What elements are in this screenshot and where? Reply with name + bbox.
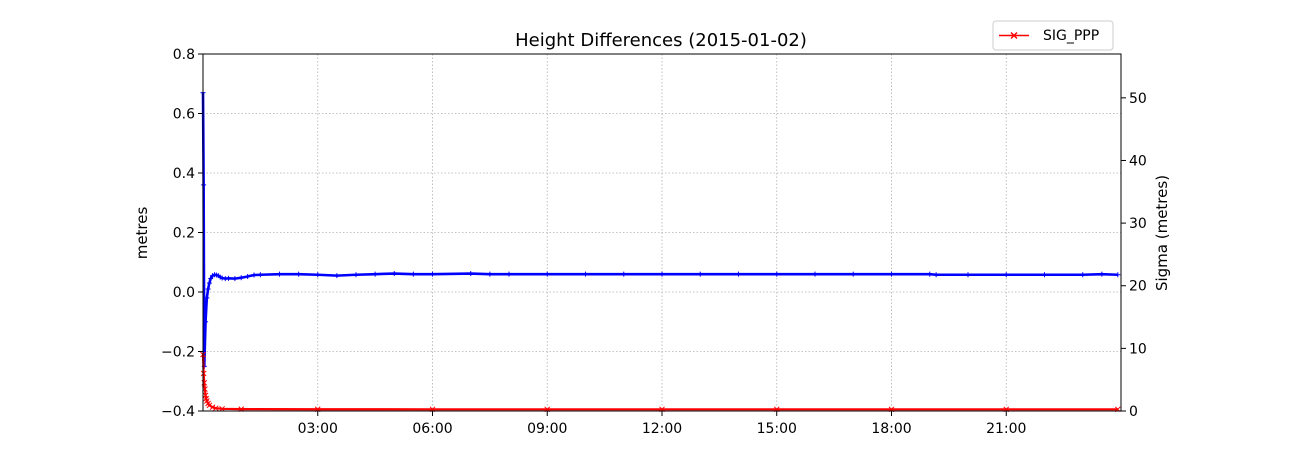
data-point-series-1: [927, 271, 933, 277]
data-point-series-1: [544, 271, 550, 277]
legend-marker-sig-ppp: [1010, 32, 1018, 39]
data-point-series-1: [251, 272, 257, 278]
data-point-series-1: [697, 271, 703, 277]
data-point-sig-ppp: [219, 405, 225, 412]
data-point-series-1: [659, 271, 665, 277]
data-point-series-1: [232, 276, 238, 282]
x-tick-label: 12:00: [642, 421, 682, 437]
series-line-sig-ppp: [201, 354, 1118, 411]
legend: SIG_PPP: [992, 20, 1114, 51]
y-tick-label: 0.4: [173, 166, 195, 182]
data-point-series-1: [219, 275, 225, 281]
x-tick-label: 06:00: [412, 421, 452, 437]
ticks-layer: 03:00 06:00 09:00 12:00 15:00 18:00 21:00 −0.4 −…: [161, 47, 1147, 437]
legend-label-sig-ppp: SIG_PPP: [1043, 28, 1099, 44]
data-point-series-1: [1115, 272, 1121, 278]
data-point-series-1: [812, 271, 818, 277]
y-tick-label: −0.2: [161, 345, 195, 361]
data-point-series-1: [226, 275, 231, 281]
data-point-series-1: [506, 271, 512, 277]
x-tick-label: 03:00: [298, 421, 338, 437]
data-point-series-1: [334, 273, 340, 279]
data-point-series-1: [391, 271, 397, 277]
data-point-series-1: [1099, 271, 1105, 277]
y-tick-label: 0.8: [173, 47, 195, 63]
data-point-series-1: [774, 271, 780, 277]
data-point-series-1: [736, 271, 741, 277]
y-tick-label: 0.0: [173, 285, 195, 301]
grid-layer: [203, 53, 1121, 412]
data-point-series-1: [1080, 272, 1086, 278]
data-point-series-1: [296, 271, 302, 277]
data-point-series-1: [850, 271, 856, 277]
data-point-series-1: [201, 182, 207, 188]
y-tick-label: −0.4: [161, 404, 195, 420]
data-point-series-1: [965, 272, 971, 278]
data-point-series-1: [277, 271, 282, 277]
y2-tick-label: 20: [1129, 279, 1147, 295]
x-tick-label: 15:00: [757, 421, 797, 437]
data-point-series-1: [205, 286, 211, 292]
series-layer: [200, 90, 1121, 413]
series-series-1: [200, 90, 1121, 369]
data-point-series-1: [621, 271, 627, 277]
data-point-series-1: [353, 272, 359, 278]
chart-title: Height Differences (2015-01-02): [515, 30, 807, 51]
legend-frame: [992, 20, 1114, 51]
data-point-sig-ppp: [200, 370, 207, 377]
y2-tick-label: 40: [1129, 153, 1147, 169]
y2-tick-label: 30: [1129, 216, 1147, 232]
x-tick-label: 09:00: [527, 421, 567, 437]
data-point-series-1: [583, 271, 588, 277]
data-point-series-1: [203, 319, 209, 325]
data-point-sig-ppp: [212, 405, 219, 412]
y2-axis-label: Sigma (metres): [1153, 175, 1171, 291]
data-point-series-1: [430, 271, 435, 277]
y2-tick-label: 10: [1129, 341, 1147, 357]
x-tick-label: 18:00: [871, 421, 911, 437]
x-tick-label: 21:00: [986, 421, 1026, 437]
series-line-series-1: [201, 92, 1118, 368]
data-point-series-1: [206, 280, 212, 286]
data-point-series-1: [208, 276, 214, 282]
data-point-series-1: [1003, 272, 1009, 278]
data-point-series-1: [468, 271, 474, 277]
data-point-series-1: [238, 275, 244, 281]
data-point-series-1: [372, 271, 378, 277]
y-tick-label: 0.2: [173, 226, 195, 242]
data-point-series-1: [315, 272, 321, 278]
data-point-sig-ppp: [206, 402, 213, 409]
data-point-series-1: [933, 272, 939, 278]
data-point-series-1: [257, 272, 263, 278]
y2-tick-label: 0: [1129, 404, 1138, 420]
series-sig-ppp: [200, 351, 1121, 413]
data-point-series-1: [204, 295, 210, 301]
y-axis-label: metres: [133, 207, 151, 260]
data-point-sig-ppp: [209, 404, 216, 411]
data-point-series-1: [889, 271, 894, 277]
data-point-series-1: [245, 274, 251, 280]
data-point-series-1: [487, 271, 493, 277]
y2-tick-label: 50: [1129, 91, 1147, 107]
y-tick-label: 0.6: [173, 107, 195, 123]
data-point-series-1: [1042, 272, 1047, 278]
data-point-series-1: [410, 271, 416, 277]
